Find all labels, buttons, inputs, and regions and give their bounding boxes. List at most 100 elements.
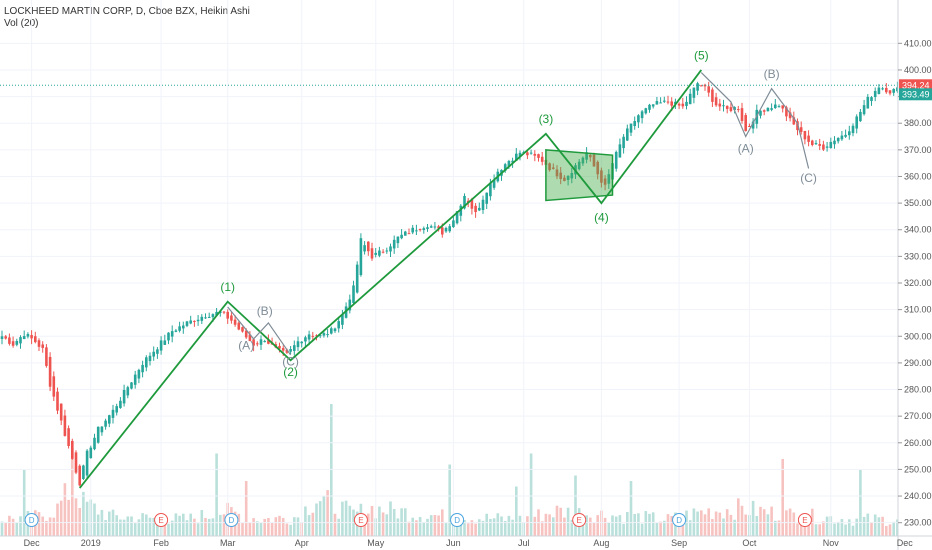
candle-body [555, 169, 559, 177]
candle-body [422, 228, 426, 231]
volume-bar [651, 512, 655, 536]
volume-bar [866, 513, 870, 536]
candle-body [130, 382, 133, 389]
candle-body [252, 339, 255, 346]
price-tick-label: 380.00 [904, 118, 932, 128]
volume-bar [418, 516, 422, 536]
time-tick-label: May [367, 538, 385, 548]
volume-bar [281, 517, 285, 536]
volume-bar [296, 517, 300, 536]
candle-body [348, 299, 352, 311]
volume-bar [855, 518, 858, 536]
candle-body [881, 88, 884, 90]
volume-bar [78, 507, 81, 536]
candle-body [330, 328, 333, 334]
candle-body [244, 330, 248, 338]
volume-bar [237, 513, 241, 536]
volume-bar [241, 522, 244, 536]
event-badge-letter: E [358, 516, 363, 525]
candle-body [722, 105, 725, 107]
volume-bar [293, 517, 296, 536]
volume-bar [740, 505, 744, 536]
volume-bar [285, 523, 289, 536]
wave-line [78, 69, 703, 489]
event-badge-letter: D [676, 516, 682, 525]
volume-bar [637, 513, 640, 536]
candle-body [182, 325, 185, 329]
volume-bar [307, 515, 311, 536]
time-axis[interactable]: Dec 2019 Feb Mar Apr May Jun Jul Aug Sep Oct Nov Dec [0, 535, 932, 548]
candle-body [603, 178, 607, 185]
volume-bar [770, 506, 773, 536]
volume-bar [873, 514, 877, 536]
volume-bar [629, 481, 633, 536]
wave-line [227, 306, 292, 356]
volume-bar [422, 521, 426, 536]
candle-body [263, 341, 266, 343]
candle-body [725, 105, 729, 109]
time-tick-label: Dec [24, 538, 41, 548]
volume-bar [85, 501, 89, 536]
candle-body [170, 331, 174, 337]
candle-body [78, 465, 81, 486]
time-tick-label: Nov [823, 538, 840, 548]
volume-bar [603, 517, 607, 536]
candle-body [670, 101, 673, 106]
volume-bar [22, 470, 26, 536]
volume-bar [148, 517, 152, 536]
candle-body [600, 170, 603, 183]
time-tick-label: Mar [220, 538, 236, 548]
candle-body [563, 177, 566, 181]
earnings-badge [797, 513, 812, 527]
candle-body [8, 337, 11, 344]
candle-body [289, 349, 292, 352]
price-tick-label: 340.00 [904, 225, 932, 235]
volume-bar [607, 522, 611, 536]
candle-body [589, 154, 592, 158]
volume-bar [559, 507, 562, 536]
candle-body [622, 136, 625, 149]
volume-bar [67, 499, 70, 536]
volume-bar [378, 506, 381, 536]
candle-body [204, 317, 207, 319]
price-tick-label: 250.00 [904, 464, 932, 474]
candle-body [126, 387, 130, 396]
candle-body [93, 437, 96, 450]
candle-body [648, 104, 651, 110]
candle-body [19, 337, 22, 344]
volume-bar [278, 515, 281, 536]
candle-body [267, 340, 270, 344]
volume-bar [381, 512, 385, 536]
volume-bar [529, 453, 533, 536]
candle-body [167, 332, 170, 341]
candle-body [577, 161, 581, 170]
candle-body [67, 428, 70, 446]
volume-bar [622, 523, 625, 536]
volume-bar [574, 475, 577, 536]
volume-bar [844, 524, 847, 536]
candle-body [396, 236, 400, 244]
candle-body [22, 336, 26, 340]
candle-body [666, 101, 670, 103]
candle-body [355, 264, 359, 293]
volume-bar [777, 520, 781, 536]
volume-bar [540, 521, 544, 536]
volume-bar [481, 520, 485, 536]
candle-body [866, 96, 870, 109]
wave-label: (4) [594, 211, 609, 225]
candle-body [45, 347, 48, 366]
volume-bar [851, 525, 855, 536]
volume-bar [196, 523, 200, 536]
volume-bar [178, 515, 181, 536]
candle-body [633, 121, 636, 127]
candle-body [370, 248, 374, 259]
volume-bar [737, 498, 740, 536]
price-axis[interactable]: 230.00 240.00 250.00 260.00 270.00 280.00 290.… [897, 0, 932, 550]
candle-body [688, 93, 692, 105]
candle-body [241, 327, 244, 332]
volume-bar [259, 522, 263, 536]
candle-body [818, 144, 821, 146]
volume-bar [648, 513, 651, 536]
